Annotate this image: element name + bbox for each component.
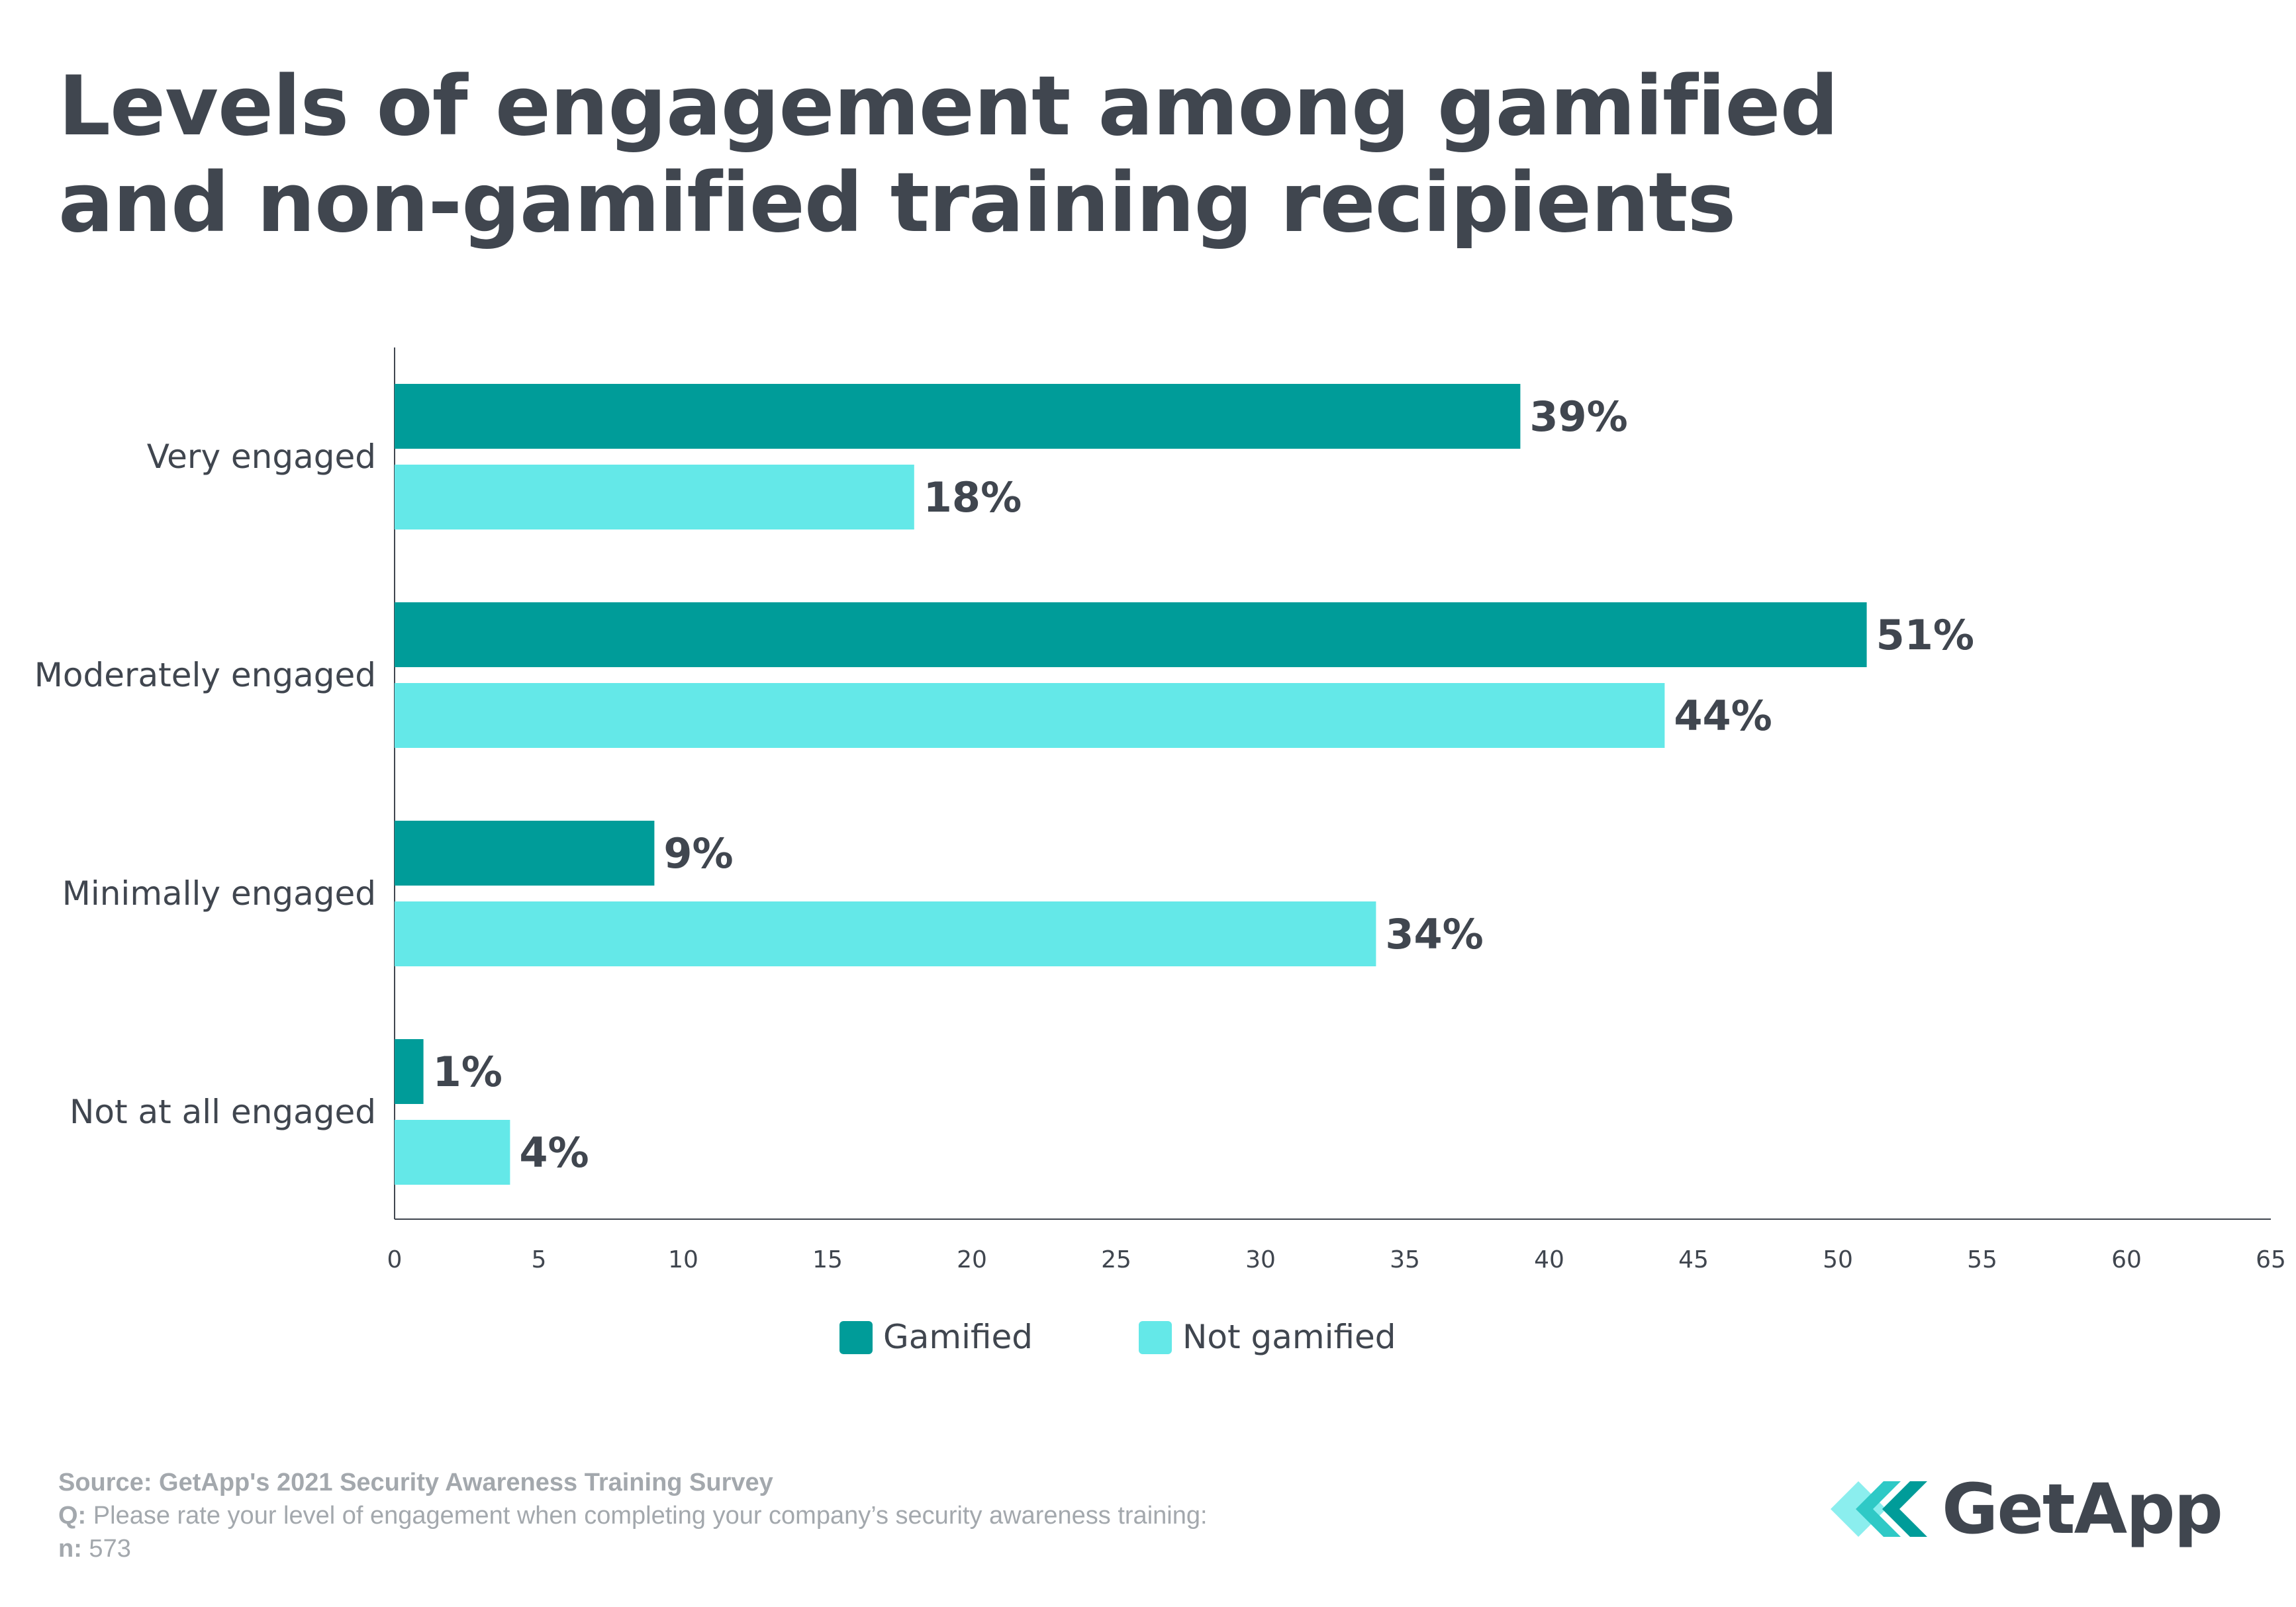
legend-swatch <box>839 1321 873 1354</box>
question-label: Q: <box>58 1502 87 1530</box>
data-label: 34% <box>1385 910 1483 958</box>
x-tick-label: 55 <box>1967 1246 1997 1273</box>
chart-title: Levels of engagement among gamified and … <box>58 58 2044 252</box>
legend-label: Not gamified <box>1182 1318 1396 1356</box>
chart-axes: 0 5 10 15 20 25 30 35 40 45 50 55 60 65 <box>387 347 2286 1273</box>
data-label: 44% <box>1674 692 1772 740</box>
data-label: 18% <box>924 473 1022 522</box>
source-note: Source: GetApp's 2021 Security Awareness… <box>58 1469 773 1496</box>
x-tick-label: 5 <box>532 1246 547 1273</box>
x-tick-label: 40 <box>1534 1246 1564 1273</box>
x-tick-label: 25 <box>1101 1246 1131 1273</box>
data-label: 4% <box>519 1128 589 1177</box>
labels-group: Very engaged 39% 18% Moderately engaged 51% 4… <box>34 392 1974 1177</box>
x-tick-label: 60 <box>2111 1246 2142 1273</box>
data-label: 9% <box>663 829 733 878</box>
sample-size-note: n: 573 <box>58 1532 1208 1565</box>
bar-chart: 0 5 10 15 20 25 30 35 40 45 50 55 60 65 Very engaged 3… <box>34 347 2286 1356</box>
x-tick-label: 10 <box>668 1246 698 1273</box>
bar <box>395 465 914 529</box>
getapp-logo: GetApp <box>1824 1466 2234 1552</box>
x-tick-label: 65 <box>2256 1246 2286 1273</box>
x-tick-label: 50 <box>1823 1246 1853 1273</box>
legend: Gamified Not gamified <box>839 1318 1396 1356</box>
footer-notes: Source: GetApp's 2021 Security Awareness… <box>58 1466 1208 1565</box>
data-label: 51% <box>1876 611 1974 659</box>
getapp-chevrons-icon <box>1831 1481 1927 1537</box>
data-label: 1% <box>433 1048 502 1096</box>
bars-group <box>395 384 1867 1185</box>
data-label: 39% <box>1529 392 1627 441</box>
category-label: Not at all engaged <box>70 1093 376 1131</box>
bar <box>395 1120 510 1185</box>
category-label: Moderately engaged <box>34 656 376 694</box>
chart-title-line-1: Levels of engagement among gamified <box>58 59 1839 154</box>
bar <box>395 384 1521 449</box>
bar <box>395 1039 424 1104</box>
category-label: Very engaged <box>147 437 376 476</box>
legend-label: Gamified <box>883 1318 1033 1356</box>
bar <box>395 901 1376 966</box>
x-tick-label: 0 <box>387 1246 403 1273</box>
sample-size-label: n: <box>58 1535 82 1563</box>
chart-title-line-2: and non-gamified training recipients <box>58 156 1736 251</box>
question-text: Please rate your level of engagement whe… <box>86 1502 1208 1530</box>
question-note: Q: Please rate your level of engagement … <box>58 1499 1208 1532</box>
x-tick-label: 35 <box>1390 1246 1420 1273</box>
x-tick-label: 45 <box>1678 1246 1709 1273</box>
category-label: Minimally engaged <box>62 874 376 913</box>
bar <box>395 683 1665 748</box>
x-tick-label: 15 <box>812 1246 843 1273</box>
bar <box>395 602 1867 667</box>
sample-size-value: 573 <box>81 1535 131 1563</box>
x-tick-label: 30 <box>1245 1246 1276 1273</box>
bar <box>395 821 655 886</box>
getapp-logo-text: GetApp <box>1942 1469 2223 1549</box>
x-tick-label: 20 <box>957 1246 987 1273</box>
legend-swatch <box>1139 1321 1172 1354</box>
